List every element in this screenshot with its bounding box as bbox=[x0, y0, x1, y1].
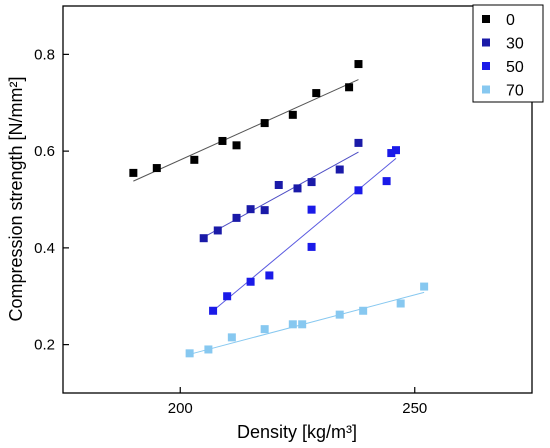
data-point-series-0 bbox=[288, 110, 297, 119]
data-point-series-30 bbox=[335, 165, 344, 174]
data-points bbox=[129, 60, 429, 358]
y-axis-title: Compression strength [N/mm²] bbox=[6, 76, 26, 321]
y-tick-label: 0.6 bbox=[34, 143, 55, 160]
y-tick-label: 0.4 bbox=[34, 240, 55, 257]
data-point-series-50 bbox=[382, 177, 391, 186]
data-point-series-70 bbox=[288, 320, 297, 329]
data-point-series-30 bbox=[293, 184, 302, 193]
legend-marker bbox=[482, 62, 490, 70]
data-point-series-0 bbox=[190, 155, 199, 164]
data-point-series-0 bbox=[354, 60, 363, 69]
data-point-series-50 bbox=[209, 306, 218, 315]
data-point-series-50 bbox=[307, 205, 316, 214]
fit-line-series-50 bbox=[212, 157, 397, 312]
data-point-series-70 bbox=[298, 320, 307, 329]
data-point-series-0 bbox=[129, 168, 138, 177]
data-point-series-30 bbox=[307, 178, 316, 187]
data-point-series-50 bbox=[391, 146, 400, 155]
legend-marker bbox=[482, 85, 490, 94]
data-point-series-70 bbox=[359, 306, 368, 315]
data-point-series-50 bbox=[307, 242, 316, 251]
data-point-series-70 bbox=[227, 333, 236, 342]
legend-label: 70 bbox=[506, 83, 524, 100]
data-point-series-0 bbox=[218, 136, 227, 145]
data-point-series-30 bbox=[354, 138, 363, 147]
fit-line-series-0 bbox=[133, 79, 359, 182]
data-point-series-50 bbox=[265, 271, 274, 280]
data-point-series-50 bbox=[354, 186, 363, 195]
legend-label: 30 bbox=[506, 36, 524, 53]
fit-line-series-30 bbox=[203, 151, 359, 238]
data-point-series-70 bbox=[420, 282, 429, 291]
legend-label: 50 bbox=[506, 59, 524, 76]
fit-line-series-70 bbox=[189, 291, 425, 355]
data-point-series-30 bbox=[199, 234, 208, 243]
data-point-series-50 bbox=[223, 292, 232, 301]
data-point-series-0 bbox=[312, 89, 321, 98]
legend-label: 0 bbox=[506, 12, 515, 29]
data-point-series-0 bbox=[152, 164, 161, 173]
data-point-series-0 bbox=[232, 141, 241, 150]
data-point-series-70 bbox=[335, 310, 344, 319]
data-point-series-30 bbox=[274, 180, 283, 189]
x-tick-label: 250 bbox=[402, 400, 427, 417]
data-point-series-50 bbox=[246, 277, 255, 286]
data-point-series-70 bbox=[204, 345, 213, 354]
axis-ticks: 200 250 0.2 0.4 0.6 0.8 bbox=[34, 46, 427, 417]
fit-lines bbox=[133, 79, 425, 355]
legend-marker bbox=[482, 15, 490, 23]
data-point-series-30 bbox=[232, 213, 241, 222]
x-tick-label: 200 bbox=[168, 400, 193, 417]
plot-frame bbox=[62, 5, 533, 394]
data-point-series-30 bbox=[260, 206, 269, 215]
data-point-series-50 bbox=[387, 149, 396, 158]
data-point-series-30 bbox=[246, 205, 255, 214]
y-tick-label: 0.8 bbox=[34, 46, 55, 63]
legend-marker bbox=[482, 38, 490, 47]
data-point-series-30 bbox=[213, 226, 222, 235]
x-axis-title: Density [kg/m³] bbox=[237, 422, 357, 442]
data-point-series-70 bbox=[185, 349, 194, 358]
legend: 0 30 50 70 bbox=[472, 4, 544, 103]
y-tick-label: 0.2 bbox=[34, 337, 55, 354]
data-point-series-0 bbox=[260, 119, 269, 128]
data-point-series-70 bbox=[396, 299, 405, 308]
data-point-series-70 bbox=[260, 325, 269, 334]
data-point-series-0 bbox=[345, 83, 354, 92]
